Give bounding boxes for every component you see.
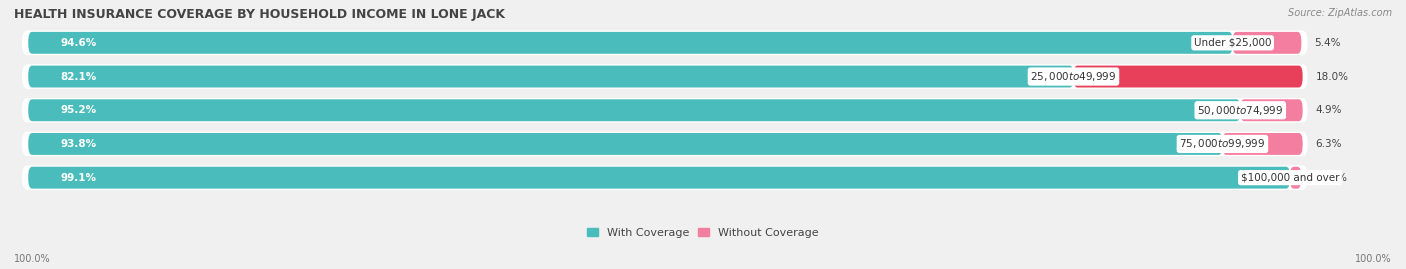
- Text: 99.1%: 99.1%: [60, 173, 96, 183]
- FancyBboxPatch shape: [22, 98, 1308, 123]
- Text: 100.0%: 100.0%: [1355, 254, 1392, 264]
- FancyBboxPatch shape: [1289, 167, 1301, 189]
- Text: HEALTH INSURANCE COVERAGE BY HOUSEHOLD INCOME IN LONE JACK: HEALTH INSURANCE COVERAGE BY HOUSEHOLD I…: [14, 8, 505, 21]
- FancyBboxPatch shape: [28, 133, 1222, 155]
- Text: 5.4%: 5.4%: [1315, 38, 1340, 48]
- FancyBboxPatch shape: [22, 31, 1308, 55]
- Text: Source: ZipAtlas.com: Source: ZipAtlas.com: [1288, 8, 1392, 18]
- FancyBboxPatch shape: [1222, 133, 1302, 155]
- FancyBboxPatch shape: [28, 167, 1289, 189]
- Text: $100,000 and over: $100,000 and over: [1240, 173, 1339, 183]
- Text: 4.9%: 4.9%: [1316, 105, 1341, 115]
- Text: 82.1%: 82.1%: [60, 72, 97, 82]
- Text: $75,000 to $99,999: $75,000 to $99,999: [1180, 137, 1265, 150]
- Text: 100.0%: 100.0%: [14, 254, 51, 264]
- Text: 95.2%: 95.2%: [60, 105, 96, 115]
- FancyBboxPatch shape: [22, 165, 1308, 190]
- FancyBboxPatch shape: [22, 132, 1308, 156]
- Text: $50,000 to $74,999: $50,000 to $74,999: [1197, 104, 1284, 117]
- Text: 94.6%: 94.6%: [60, 38, 97, 48]
- Text: 93.8%: 93.8%: [60, 139, 96, 149]
- FancyBboxPatch shape: [1240, 99, 1302, 121]
- FancyBboxPatch shape: [1074, 66, 1302, 87]
- FancyBboxPatch shape: [28, 66, 1074, 87]
- FancyBboxPatch shape: [1233, 32, 1302, 54]
- Text: 6.3%: 6.3%: [1316, 139, 1341, 149]
- Text: 18.0%: 18.0%: [1316, 72, 1348, 82]
- Text: $25,000 to $49,999: $25,000 to $49,999: [1031, 70, 1116, 83]
- FancyBboxPatch shape: [22, 64, 1308, 89]
- Text: Under $25,000: Under $25,000: [1194, 38, 1271, 48]
- FancyBboxPatch shape: [28, 99, 1240, 121]
- FancyBboxPatch shape: [28, 32, 1233, 54]
- Text: 0.89%: 0.89%: [1315, 173, 1347, 183]
- Legend: With Coverage, Without Coverage: With Coverage, Without Coverage: [582, 223, 824, 242]
